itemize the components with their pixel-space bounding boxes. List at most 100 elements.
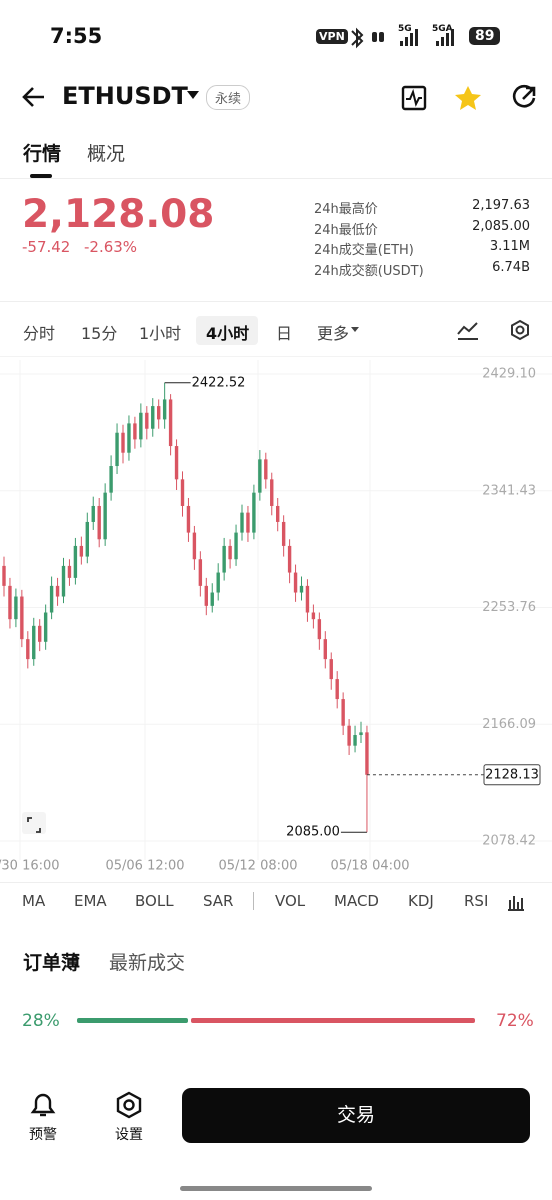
stat-label: 24h成交量(ETH) [314, 243, 414, 258]
candle-body [2, 565, 6, 586]
candle-body [335, 679, 339, 700]
sell-ratio-bar [190, 1018, 475, 1023]
candle-body [32, 625, 36, 660]
tab[interactable]: 概况 [87, 143, 126, 165]
last-price-label: 2128.13 [485, 767, 539, 782]
divider [0, 882, 552, 883]
candle-body [14, 596, 18, 620]
buy-ratio-label: 28% [22, 1011, 60, 1031]
status-icons [351, 27, 454, 49]
candle-body [311, 612, 316, 620]
candle-body [299, 585, 304, 593]
indicator-tab[interactable]: SAR [203, 892, 234, 910]
candle-body [192, 532, 197, 560]
candle-body [103, 492, 107, 540]
indicator-settings[interactable] [506, 892, 526, 912]
high-label: 2422.52 [192, 375, 246, 390]
home-indicator [180, 1186, 372, 1191]
timeframe[interactable]: 日 [276, 324, 293, 343]
book-tab[interactable]: 最新成交 [109, 952, 186, 974]
candle-body [133, 423, 137, 440]
x-tick-label: 05/12 08:00 [218, 859, 297, 874]
chart-tools[interactable] [455, 318, 535, 344]
indicator-tab[interactable]: VOL [275, 892, 306, 910]
timeframe[interactable]: 4小时 [206, 324, 250, 343]
candle-body [258, 459, 262, 493]
settings-icon[interactable] [114, 1091, 144, 1119]
candle-body [43, 612, 48, 642]
last-price-box [483, 764, 541, 786]
indicator-tab[interactable]: KDJ [408, 892, 434, 910]
tab-active[interactable]: 行情 [23, 143, 62, 165]
expand-icon[interactable] [22, 812, 46, 834]
candle-body [55, 585, 60, 597]
candle-body [216, 572, 220, 593]
price-change: -57.42 [22, 238, 71, 256]
candle-body [180, 479, 185, 506]
battery: 89 [469, 27, 501, 45]
indicator-tab[interactable]: BOLL [135, 892, 174, 910]
candle-body [73, 545, 78, 578]
candlestick-chart: 2078.42 2166.09 2253.76 2341.43 2429.10 04/30… [0, 360, 552, 874]
candle-body [287, 545, 292, 573]
alert-icon[interactable] [28, 1091, 58, 1119]
low-label: 2085.00 [286, 825, 340, 840]
indicator-separator [253, 892, 254, 910]
symbol-dropdown[interactable] [186, 90, 200, 100]
candle-body [38, 625, 42, 642]
book-tab-active[interactable]: 订单薄 [23, 952, 81, 974]
indicator-tab[interactable]: EMA [74, 892, 107, 910]
indicator-tab[interactable]: RSI [464, 892, 489, 910]
candle-body [353, 735, 357, 746]
trade-button[interactable]: 交易 [182, 1088, 530, 1143]
alert-label[interactable]: 预警 [29, 1127, 57, 1143]
symbol[interactable]: ETHUSDT [62, 82, 188, 110]
candle-body [145, 412, 149, 429]
candle-body [157, 406, 161, 420]
indicator-tab[interactable]: MA [22, 892, 46, 910]
candle-body [20, 596, 24, 640]
price-change-pct: -2.63% [84, 238, 138, 256]
indicator-tab[interactable]: MACD [334, 892, 379, 910]
candle-body [270, 479, 274, 506]
candle-body [281, 521, 286, 546]
divider [0, 178, 552, 179]
candle-body [49, 585, 54, 613]
candle-body [293, 572, 298, 593]
candle-body [151, 406, 155, 429]
stat-label: 24h最高价 [314, 202, 378, 217]
timeframe[interactable]: 1小时 [139, 324, 182, 343]
candle-body [204, 585, 208, 606]
stat-value: 3.11M [489, 239, 530, 254]
candle-body [162, 399, 167, 420]
candle-body [264, 459, 268, 480]
divider [0, 356, 552, 357]
y-tick-label: 2429.10 [482, 367, 536, 382]
candle-body [240, 512, 244, 533]
candle-body [359, 732, 363, 736]
candle-body [228, 545, 232, 560]
candle-body [61, 565, 66, 597]
candle-body [252, 492, 256, 533]
y-tick-label: 2253.76 [482, 600, 536, 615]
candle-body [234, 532, 238, 560]
back-button[interactable] [20, 84, 48, 110]
candle-body [79, 545, 84, 557]
settings-label[interactable]: 设置 [115, 1127, 143, 1143]
last-price: 2,128.08 [22, 192, 215, 237]
divider [0, 301, 552, 302]
candle-body [26, 639, 30, 660]
candle-body [305, 585, 310, 613]
buy-ratio-bar [77, 1018, 188, 1023]
status-time: 7:55 [50, 24, 103, 48]
timeframe[interactable]: 更多 [317, 324, 350, 343]
timeframe[interactable]: 15分 [81, 324, 118, 343]
timeframe[interactable]: 分时 [23, 324, 56, 343]
header-actions[interactable] [400, 84, 540, 112]
candle-body [186, 505, 191, 533]
candle-body [85, 521, 89, 557]
sell-ratio-label: 72% [496, 1011, 534, 1031]
more-dropdown[interactable] [350, 326, 360, 334]
x-tick-label: 04/30 16:00 [0, 859, 60, 874]
